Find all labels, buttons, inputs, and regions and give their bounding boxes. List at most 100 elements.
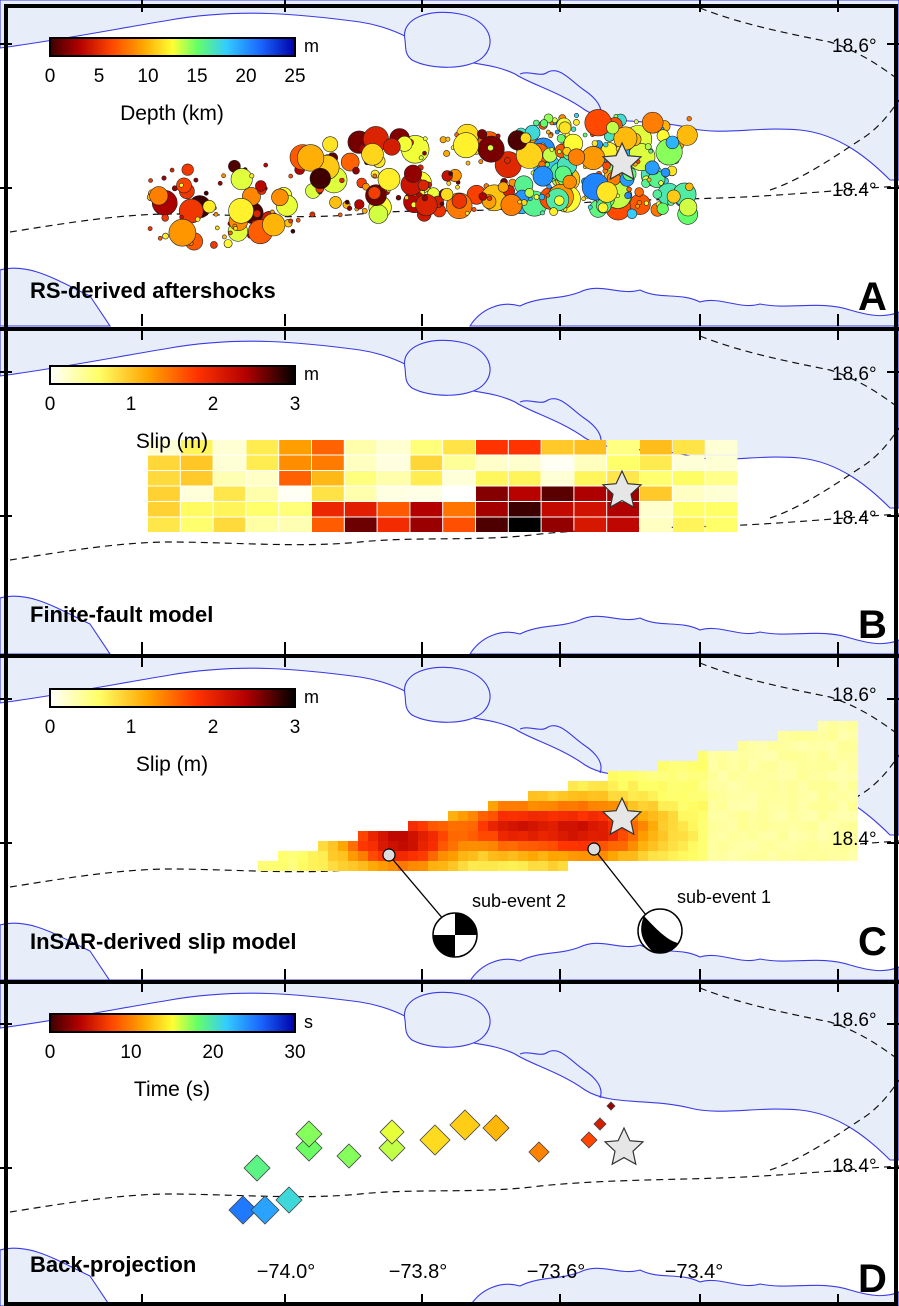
slip-cell	[418, 851, 428, 861]
slip-cell	[558, 811, 568, 821]
slip-cell	[538, 801, 548, 811]
aftershock-point	[676, 124, 698, 146]
slip-cell	[638, 821, 648, 831]
slip-cell	[748, 781, 758, 791]
slip-cell	[548, 851, 558, 861]
slip-cell	[358, 861, 368, 871]
back-projection-diamond	[606, 1101, 616, 1111]
aftershock-point	[646, 177, 652, 183]
slip-cell	[658, 821, 668, 831]
slip-cell	[468, 861, 478, 871]
slip-cell	[418, 861, 428, 871]
slip-cell	[668, 781, 678, 791]
aftershock-point	[309, 167, 331, 190]
lat-label: 18.4°	[832, 180, 877, 201]
slip-cell	[528, 791, 538, 801]
slip-cell	[672, 471, 705, 486]
aftershock-point	[181, 163, 194, 176]
slip-cell	[279, 517, 311, 532]
slip-cell	[758, 811, 768, 821]
slip-cell	[828, 831, 838, 841]
slip-cell	[818, 801, 828, 811]
slip-cell	[518, 851, 528, 861]
lat-label: 18.4°	[832, 1156, 877, 1177]
slip-cell	[443, 517, 475, 532]
aftershock-point	[228, 198, 254, 224]
slip-cell	[778, 781, 788, 791]
slip-cell	[528, 841, 538, 851]
aftershock-point	[652, 189, 662, 199]
slip-cell	[708, 791, 718, 801]
slip-cell	[758, 751, 768, 761]
aftershock-point	[415, 193, 438, 217]
slip-cell	[758, 821, 768, 831]
slip-cell	[678, 841, 688, 851]
slip-cell	[828, 771, 838, 781]
slip-cell	[698, 831, 708, 841]
epicenter-star-icon	[604, 1127, 644, 1165]
slip-cell	[278, 861, 288, 871]
slip-cell	[213, 486, 246, 501]
slip-cell	[705, 455, 738, 470]
slip-cell	[818, 741, 828, 751]
slip-cell	[638, 851, 648, 861]
slip-cell	[618, 831, 628, 841]
aftershock-point	[344, 199, 350, 205]
aftershock-point	[545, 129, 551, 135]
slip-cell	[628, 841, 638, 851]
back-projection-diamond	[528, 1141, 550, 1163]
aftershock-point	[147, 226, 153, 231]
panel-c: sub-event 2 sub-event 1 m 0 1 2 3 Slip (…	[0, 654, 899, 982]
slip-cell	[668, 851, 678, 861]
slip-cell	[798, 791, 808, 801]
slip-cell	[768, 781, 778, 791]
slip-cell	[808, 781, 818, 791]
slip-cell	[410, 486, 443, 501]
slip-cell	[618, 771, 628, 781]
aftershock-point	[372, 173, 378, 179]
slip-cell	[598, 841, 608, 851]
aftershock-point	[443, 150, 450, 157]
slip-cell	[148, 517, 180, 532]
slip-cell	[798, 821, 808, 831]
slip-cell	[508, 502, 541, 517]
slip-cell	[672, 486, 705, 501]
slip-cell	[798, 841, 808, 851]
colorbar-label: Slip (m)	[136, 753, 208, 776]
aftershock-point	[656, 202, 669, 215]
slip-cell	[688, 801, 698, 811]
aftershock-point	[322, 136, 339, 153]
slip-cell	[828, 851, 838, 861]
slip-cell	[518, 861, 528, 871]
aftershock-point	[195, 216, 201, 222]
slip-cell	[443, 502, 475, 517]
slip-cell	[279, 455, 311, 470]
slip-cell	[598, 811, 608, 821]
back-projection-diamond	[336, 1143, 362, 1169]
aftershock-point	[455, 184, 460, 190]
slip-cell	[638, 811, 648, 821]
slip-cell	[778, 741, 788, 751]
slip-cell	[738, 761, 748, 771]
slip-cell	[678, 821, 688, 831]
slip-cell	[708, 781, 718, 791]
slip-cell	[758, 831, 768, 841]
slip-cell	[478, 811, 488, 821]
aftershock-point	[554, 195, 565, 206]
slip-cell	[778, 841, 788, 851]
slip-cell	[246, 471, 279, 486]
slip-cell	[705, 486, 738, 501]
slip-cell	[538, 841, 548, 851]
slip-cell	[288, 851, 298, 861]
slip-cell	[608, 801, 618, 811]
aftershock-point	[288, 173, 294, 179]
slip-cell	[246, 517, 279, 532]
slip-cell	[488, 821, 498, 831]
slip-cell	[768, 741, 778, 751]
panel-d: s 0 10 20 30 Time (s) 18.6° 18.4° Back-p…	[0, 979, 899, 1306]
slip-cell	[410, 502, 443, 517]
aftershock-point	[161, 214, 169, 222]
slip-cell	[558, 791, 568, 801]
slip-cell	[828, 751, 838, 761]
slip-cell	[408, 841, 418, 851]
